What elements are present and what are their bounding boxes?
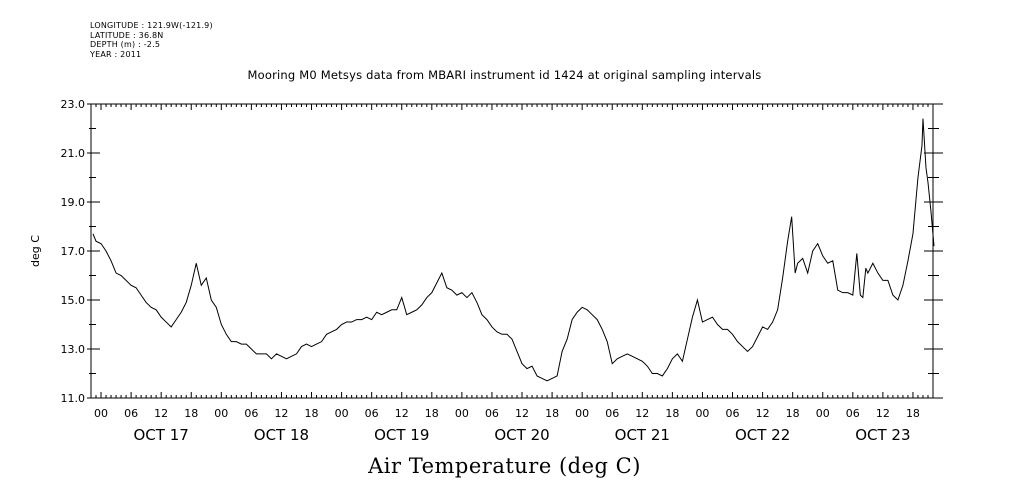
x-tick-label: 00	[214, 407, 228, 420]
x-tick-label: 18	[906, 407, 920, 420]
x-tick-label: 06	[726, 407, 740, 420]
day-label: OCT 22	[735, 426, 790, 444]
x-axis-label: Air Temperature (deg C)	[368, 454, 641, 478]
x-tick-label: 06	[605, 407, 619, 420]
y-tick-label: 23.0	[61, 98, 86, 111]
day-label: OCT 19	[374, 426, 429, 444]
x-tick-label: 18	[425, 407, 439, 420]
y-ticks	[87, 103, 943, 399]
day-label: OCT 23	[855, 426, 910, 444]
x-tick-label: 12	[635, 407, 649, 420]
x-tick-label: 00	[335, 407, 349, 420]
x-tick-label: 18	[184, 407, 198, 420]
x-tick-label: 12	[274, 407, 288, 420]
x-tick-label: 18	[545, 407, 559, 420]
x-tick-label: 18	[786, 407, 800, 420]
x-tick-label: 18	[665, 407, 679, 420]
x-tick-label: 06	[846, 407, 860, 420]
x-tick-label: 00	[575, 407, 589, 420]
y-tick-label: 15.0	[61, 294, 86, 307]
depth-text: DEPTH (m) : -2.5	[90, 40, 161, 49]
day-label: OCT 21	[615, 426, 670, 444]
x-tick-label: 00	[455, 407, 469, 420]
x-tick-label: 06	[244, 407, 258, 420]
x-tick-label: 06	[365, 407, 379, 420]
x-minor-ticks-top	[90, 104, 934, 110]
x-tick-label: 12	[395, 407, 409, 420]
day-label: OCT 20	[494, 426, 549, 444]
y-tick-label: 13.0	[61, 343, 86, 356]
mooring-metadata: LONGITUDE : 121.9W(-121.9) LATITUDE : 36…	[90, 21, 213, 59]
y-axis-label: deg C	[29, 235, 42, 267]
x-tick-label: 12	[154, 407, 168, 420]
plot-frame	[90, 103, 934, 399]
chart-title: Mooring M0 Metsys data from MBARI instru…	[247, 68, 762, 82]
y-tick-label: 21.0	[61, 147, 86, 160]
x-tick-label: 12	[876, 407, 890, 420]
day-label: OCT 17	[134, 426, 189, 444]
x-tick-label: 06	[485, 407, 499, 420]
year-text: YEAR : 2011	[90, 49, 142, 59]
latitude-text: LATITUDE : 36.8N	[90, 30, 164, 40]
y-tick-label: 17.0	[61, 245, 86, 258]
x-tick-label: 00	[695, 407, 709, 420]
x-tick-label: 00	[94, 407, 108, 420]
x-tick-label: 12	[756, 407, 770, 420]
y-tick-label: 11.0	[61, 392, 86, 405]
x-minor-ticks-bottom	[90, 392, 934, 398]
x-tick-label: 18	[305, 407, 319, 420]
air-temperature-series-line	[92, 118, 935, 382]
x-tick-label: 12	[515, 407, 529, 420]
x-tick-label: 00	[816, 407, 830, 420]
longitude-text: LONGITUDE : 121.9W(-121.9)	[90, 21, 213, 30]
day-label: OCT 18	[254, 426, 309, 444]
x-tick-label: 06	[124, 407, 138, 420]
y-tick-label: 19.0	[61, 196, 86, 209]
